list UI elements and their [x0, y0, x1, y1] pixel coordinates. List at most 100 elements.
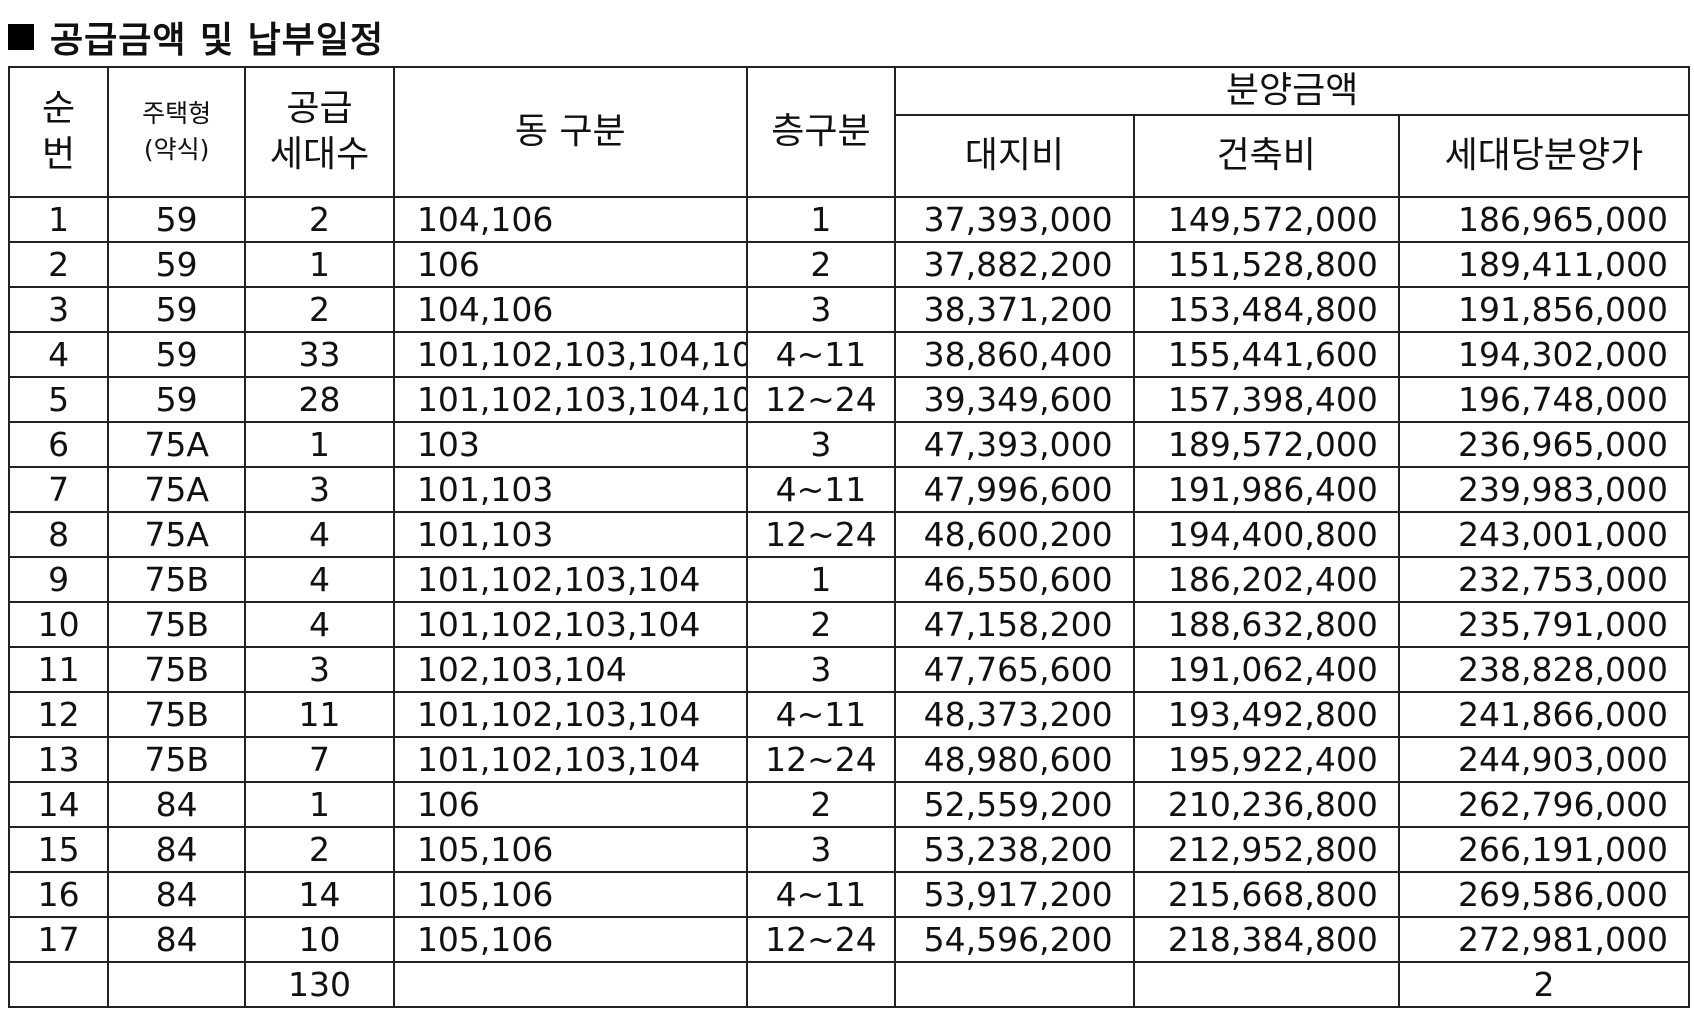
cell-land: 37,882,200 [894, 241, 1135, 288]
header-type: 주택형 (약식) [107, 66, 247, 198]
cell-seq: 10 [7, 601, 110, 648]
cell-units: 11 [244, 691, 395, 738]
cell-buildings: 101,102,103,104 [392, 736, 748, 783]
header-total: 세대당분양가 [1397, 114, 1691, 198]
header-seq-line1: 순 [42, 88, 76, 129]
footer-buildings [392, 961, 748, 1008]
cell-floor: 1 [745, 196, 897, 243]
cell-floor: 12~24 [745, 916, 897, 963]
cell-buildings: 105,106 [392, 916, 748, 963]
cell-seq: 8 [7, 511, 110, 558]
table-row: 14 84 1 106 2 52,559,200 210,236,800 262,796,00… [7, 781, 1691, 828]
cell-land: 47,765,600 [894, 646, 1135, 693]
cell-buildings: 101,102,103,104 [392, 601, 748, 648]
header-seq-line2: 번 [42, 134, 76, 175]
cell-total: 191,856,000 [1397, 286, 1691, 333]
cell-total: 232,753,000 [1397, 556, 1691, 603]
cell-seq: 11 [7, 646, 110, 693]
section-title: 공급금액 및 납부일정 [8, 12, 384, 62]
table-row: 16 84 14 105,106 4~11 53,917,200 215,668,800 26… [7, 871, 1691, 918]
cell-construction: 186,202,400 [1132, 556, 1400, 603]
cell-land: 53,238,200 [894, 826, 1135, 873]
cell-units: 4 [244, 556, 395, 603]
header-seq: 순 번 [7, 66, 110, 198]
header-price-group: 분양금액 [894, 66, 1690, 116]
cell-units: 3 [244, 646, 395, 693]
cell-construction: 153,484,800 [1132, 286, 1400, 333]
cell-type: 59 [107, 376, 247, 423]
cell-type: 59 [107, 241, 247, 288]
cell-land: 46,550,600 [894, 556, 1135, 603]
cell-construction: 218,384,800 [1132, 916, 1400, 963]
cell-floor: 4~11 [745, 466, 897, 513]
cell-total: 243,001,000 [1397, 511, 1691, 558]
cell-land: 47,393,000 [894, 421, 1135, 468]
cell-units: 1 [244, 781, 395, 828]
cell-construction: 151,528,800 [1132, 241, 1400, 288]
cell-seq: 9 [7, 556, 110, 603]
cell-floor: 2 [745, 601, 897, 648]
cell-land: 38,860,400 [894, 331, 1135, 378]
cell-land: 47,158,200 [894, 601, 1135, 648]
cell-total: 262,796,000 [1397, 781, 1691, 828]
table-row: 12 75B 11 101,102,103,104 4~11 48,373,200 193,… [7, 691, 1691, 738]
cell-construction: 157,398,400 [1132, 376, 1400, 423]
cell-type: 75B [107, 691, 247, 738]
header-floor: 층구분 [745, 66, 897, 198]
section-title-text: 공급금액 및 납부일정 [50, 20, 385, 61]
cell-floor: 12~24 [745, 736, 897, 783]
cell-buildings: 101,102,103,104 [392, 691, 748, 738]
table-row: 9 75B 4 101,102,103,104 1 46,550,600 186,202,4… [7, 556, 1691, 603]
cell-buildings: 106 [392, 241, 748, 288]
table-row: 17 84 10 105,106 12~24 54,596,200 218,384,800 2… [7, 916, 1691, 963]
cell-seq: 7 [7, 466, 110, 513]
cell-land: 39,349,600 [894, 376, 1135, 423]
cell-units: 2 [244, 196, 395, 243]
cell-type: 75B [107, 601, 247, 648]
table-row: 8 75A 4 101,103 12~24 48,600,200 194,400,800 24… [7, 511, 1691, 558]
cell-type: 84 [107, 826, 247, 873]
cell-buildings: 103 [392, 421, 748, 468]
cell-construction: 195,922,400 [1132, 736, 1400, 783]
cell-construction: 149,572,000 [1132, 196, 1400, 243]
supply-price-table: 순 번 주택형 (약식) 공급 세대수 동 구분 층구분 분양금액 대지비 건축… [7, 66, 1691, 1008]
cell-floor: 3 [745, 286, 897, 333]
table-row: 11 75B 3 102,103,104 3 47,765,600 191,062,400 2… [7, 646, 1691, 693]
cell-units: 28 [244, 376, 395, 423]
cell-buildings: 105,106 [392, 871, 748, 918]
table-row: 1 59 2 104,106 1 37,393,000 149,572,000 186,965… [7, 196, 1691, 243]
header-units-line1: 공급 [286, 88, 353, 129]
header-units-line2: 세대수 [269, 134, 370, 175]
cell-type: 75A [107, 421, 247, 468]
cell-floor: 3 [745, 826, 897, 873]
footer-type [107, 961, 247, 1008]
cell-units: 33 [244, 331, 395, 378]
cell-land: 47,996,600 [894, 466, 1135, 513]
cell-total: 269,586,000 [1397, 871, 1691, 918]
cell-buildings: 104,106 [392, 196, 748, 243]
cell-land: 52,559,200 [894, 781, 1135, 828]
cell-type: 75A [107, 511, 247, 558]
cell-seq: 13 [7, 736, 110, 783]
cell-type: 84 [107, 916, 247, 963]
cell-land: 54,596,200 [894, 916, 1135, 963]
cell-construction: 194,400,800 [1132, 511, 1400, 558]
table-row: 3 59 2 104,106 3 38,371,200 153,484,800 191,856… [7, 286, 1691, 333]
cell-total: 244,903,000 [1397, 736, 1691, 783]
cell-seq: 16 [7, 871, 110, 918]
cell-buildings: 101,102,103,104,106 [392, 331, 748, 378]
cell-construction: 193,492,800 [1132, 691, 1400, 738]
cell-seq: 5 [7, 376, 110, 423]
footer-land [894, 961, 1135, 1008]
table-row: 10 75B 4 101,102,103,104 2 47,158,200 188,632,… [7, 601, 1691, 648]
cell-type: 75B [107, 736, 247, 783]
footer-seq [7, 961, 110, 1008]
cell-construction: 212,952,800 [1132, 826, 1400, 873]
cell-total: 189,411,000 [1397, 241, 1691, 288]
cell-type: 84 [107, 781, 247, 828]
header-type-line1: 주택형 [142, 99, 212, 128]
cell-buildings: 106 [392, 781, 748, 828]
cell-construction: 210,236,800 [1132, 781, 1400, 828]
table-header: 순 번 주택형 (약식) 공급 세대수 동 구분 층구분 분양금액 대지비 건축… [7, 66, 1691, 198]
table-row: 13 75B 7 101,102,103,104 12~24 48,980,600 195,… [7, 736, 1691, 783]
